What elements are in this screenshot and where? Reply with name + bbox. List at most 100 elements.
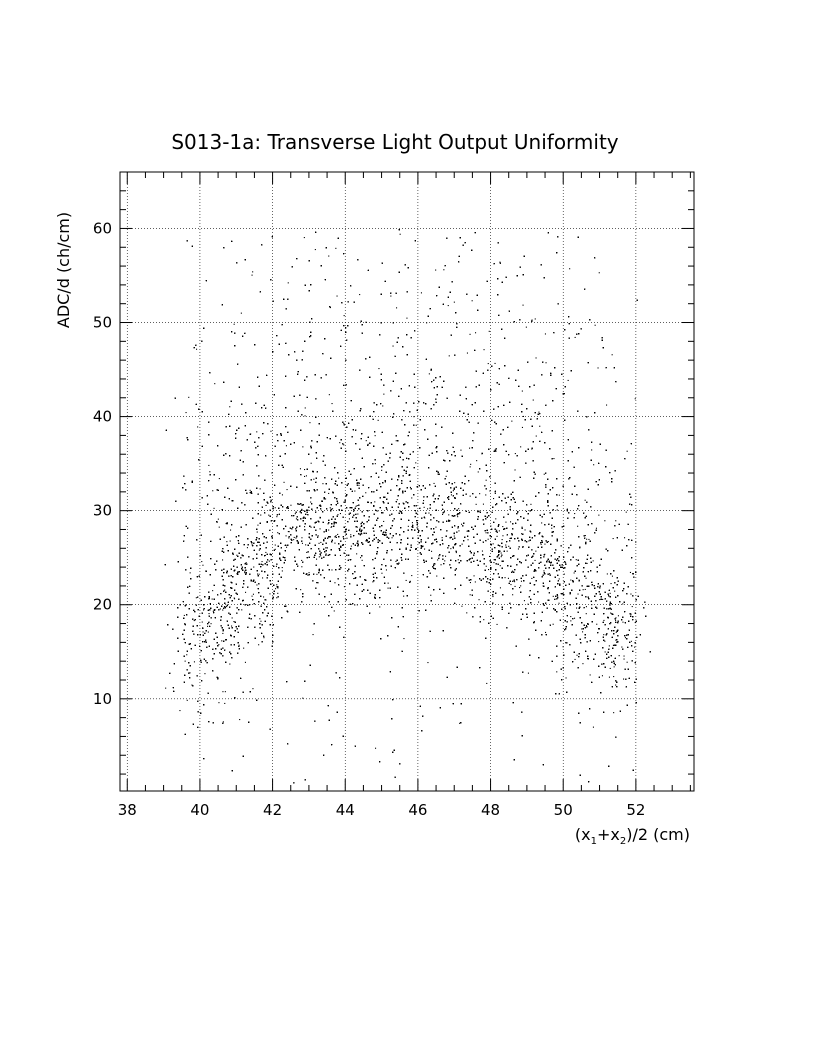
data-point (591, 604, 593, 606)
grid-lines (120, 172, 694, 791)
data-point (331, 403, 333, 405)
data-point (576, 654, 578, 656)
data-point (585, 613, 587, 615)
data-point (271, 472, 273, 474)
data-point (469, 466, 471, 468)
data-point (316, 582, 318, 584)
data-point (602, 598, 604, 600)
data-point (546, 560, 548, 562)
data-point (355, 505, 357, 507)
data-point (534, 318, 536, 320)
data-point (288, 531, 290, 533)
data-point (609, 667, 611, 669)
data-point (411, 522, 413, 524)
data-point (430, 594, 432, 596)
data-point (210, 623, 212, 625)
data-point (300, 589, 302, 591)
data-point (470, 463, 472, 465)
data-point (587, 657, 589, 659)
data-point (512, 570, 514, 572)
data-point (563, 573, 565, 575)
data-point (489, 555, 491, 557)
data-point (437, 559, 439, 561)
data-point (201, 561, 203, 563)
data-point (328, 529, 330, 531)
data-point (287, 282, 289, 284)
data-point (423, 506, 425, 508)
data-point (339, 513, 341, 515)
data-point (350, 534, 352, 536)
data-point (435, 526, 437, 528)
data-point (239, 719, 241, 721)
data-point (488, 569, 490, 571)
data-point (209, 471, 211, 473)
data-point (525, 326, 527, 328)
data-point (457, 527, 459, 529)
data-point (615, 619, 617, 621)
data-point (245, 562, 247, 564)
data-point (409, 486, 411, 488)
data-point (201, 621, 203, 623)
data-point (507, 577, 509, 579)
data-point (577, 525, 579, 527)
data-point (310, 526, 312, 528)
data-point (274, 548, 276, 550)
data-point (622, 603, 624, 605)
data-point (233, 323, 235, 325)
data-point (264, 554, 266, 556)
data-point (295, 537, 297, 539)
data-point (471, 300, 473, 302)
data-point (447, 305, 449, 307)
data-point (630, 640, 632, 642)
data-point (212, 610, 214, 612)
data-point (244, 570, 246, 572)
data-point (584, 535, 586, 537)
data-point (481, 550, 483, 552)
data-point (514, 585, 516, 587)
data-point (592, 560, 594, 562)
data-point (611, 575, 613, 577)
data-point (202, 564, 204, 566)
data-point (384, 481, 386, 483)
data-point (333, 610, 335, 612)
data-point (229, 540, 231, 542)
data-point (613, 666, 615, 668)
data-point (453, 535, 455, 537)
data-point (243, 647, 245, 649)
data-point (251, 274, 253, 276)
data-point (527, 672, 529, 674)
data-point (277, 532, 279, 534)
data-point (253, 566, 255, 568)
data-point (218, 526, 220, 528)
data-point (301, 566, 303, 568)
data-point (502, 535, 504, 537)
data-point (327, 523, 329, 525)
data-point (499, 261, 501, 263)
data-point (256, 431, 258, 433)
data-point (466, 352, 468, 354)
data-point (270, 430, 272, 432)
data-point (204, 673, 206, 675)
data-point (501, 539, 503, 541)
data-point (207, 625, 209, 627)
data-point (331, 526, 333, 528)
data-point (304, 475, 306, 477)
data-point (573, 572, 575, 574)
data-point (589, 674, 591, 676)
data-point (542, 585, 544, 587)
data-point (492, 543, 494, 545)
data-point (598, 641, 600, 643)
data-point (265, 551, 267, 553)
data-point (582, 589, 584, 591)
data-point (517, 512, 519, 514)
data-point (222, 609, 224, 611)
data-point (424, 517, 426, 519)
data-point (617, 615, 619, 617)
data-point (244, 661, 246, 663)
data-point (493, 562, 495, 564)
data-point (301, 559, 303, 561)
data-point (504, 577, 506, 579)
data-point (570, 616, 572, 618)
data-point (365, 492, 367, 494)
data-point (197, 426, 199, 428)
